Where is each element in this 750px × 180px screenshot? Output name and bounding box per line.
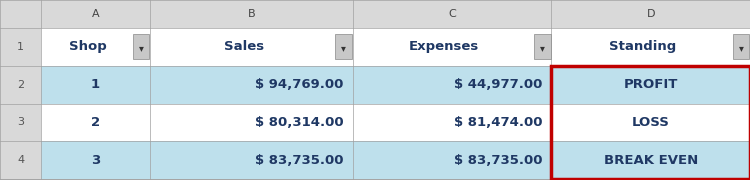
FancyBboxPatch shape: [41, 141, 150, 179]
Text: ▾: ▾: [139, 43, 143, 53]
Text: BREAK EVEN: BREAK EVEN: [604, 154, 698, 167]
FancyBboxPatch shape: [551, 141, 750, 179]
Text: 2: 2: [17, 80, 24, 90]
Text: ▾: ▾: [739, 43, 743, 53]
FancyBboxPatch shape: [0, 179, 750, 180]
Text: Expenses: Expenses: [410, 40, 479, 53]
Text: $ 44,977.00: $ 44,977.00: [454, 78, 542, 91]
FancyBboxPatch shape: [0, 0, 41, 28]
FancyBboxPatch shape: [150, 103, 352, 141]
Text: $ 83,735.00: $ 83,735.00: [255, 154, 344, 167]
Text: $ 81,474.00: $ 81,474.00: [454, 116, 542, 129]
Text: ▾: ▾: [341, 43, 346, 53]
FancyBboxPatch shape: [0, 28, 41, 66]
FancyBboxPatch shape: [41, 28, 150, 66]
FancyBboxPatch shape: [551, 103, 750, 141]
FancyBboxPatch shape: [41, 0, 150, 28]
Text: D: D: [646, 9, 655, 19]
FancyBboxPatch shape: [150, 141, 352, 179]
Text: Sales: Sales: [224, 40, 264, 53]
FancyBboxPatch shape: [150, 28, 352, 66]
Text: Shop: Shop: [69, 40, 107, 53]
FancyBboxPatch shape: [551, 66, 750, 104]
Text: $ 80,314.00: $ 80,314.00: [255, 116, 344, 129]
FancyBboxPatch shape: [41, 66, 150, 104]
Text: $ 94,769.00: $ 94,769.00: [255, 78, 344, 91]
Text: $ 83,735.00: $ 83,735.00: [454, 154, 542, 167]
FancyBboxPatch shape: [352, 0, 551, 28]
Text: Standing: Standing: [610, 40, 676, 53]
Text: B: B: [248, 9, 255, 19]
FancyBboxPatch shape: [41, 103, 150, 141]
Text: 4: 4: [17, 155, 24, 165]
Text: 2: 2: [91, 116, 101, 129]
FancyBboxPatch shape: [335, 34, 352, 59]
FancyBboxPatch shape: [551, 28, 750, 66]
Text: 1: 1: [91, 78, 101, 91]
FancyBboxPatch shape: [534, 34, 550, 59]
Text: ▾: ▾: [540, 43, 544, 53]
FancyBboxPatch shape: [150, 66, 352, 104]
FancyBboxPatch shape: [150, 0, 352, 28]
Text: C: C: [448, 9, 456, 19]
Text: LOSS: LOSS: [632, 116, 670, 129]
FancyBboxPatch shape: [352, 66, 551, 104]
FancyBboxPatch shape: [0, 103, 41, 141]
Text: 3: 3: [91, 154, 101, 167]
Text: 1: 1: [17, 42, 24, 52]
FancyBboxPatch shape: [352, 141, 551, 179]
FancyBboxPatch shape: [0, 141, 41, 179]
Text: PROFIT: PROFIT: [623, 78, 678, 91]
FancyBboxPatch shape: [352, 103, 551, 141]
FancyBboxPatch shape: [0, 66, 41, 104]
FancyBboxPatch shape: [352, 28, 551, 66]
Text: 3: 3: [17, 117, 24, 127]
FancyBboxPatch shape: [733, 34, 749, 59]
FancyBboxPatch shape: [133, 34, 149, 59]
Text: A: A: [92, 9, 100, 19]
FancyBboxPatch shape: [551, 0, 750, 28]
